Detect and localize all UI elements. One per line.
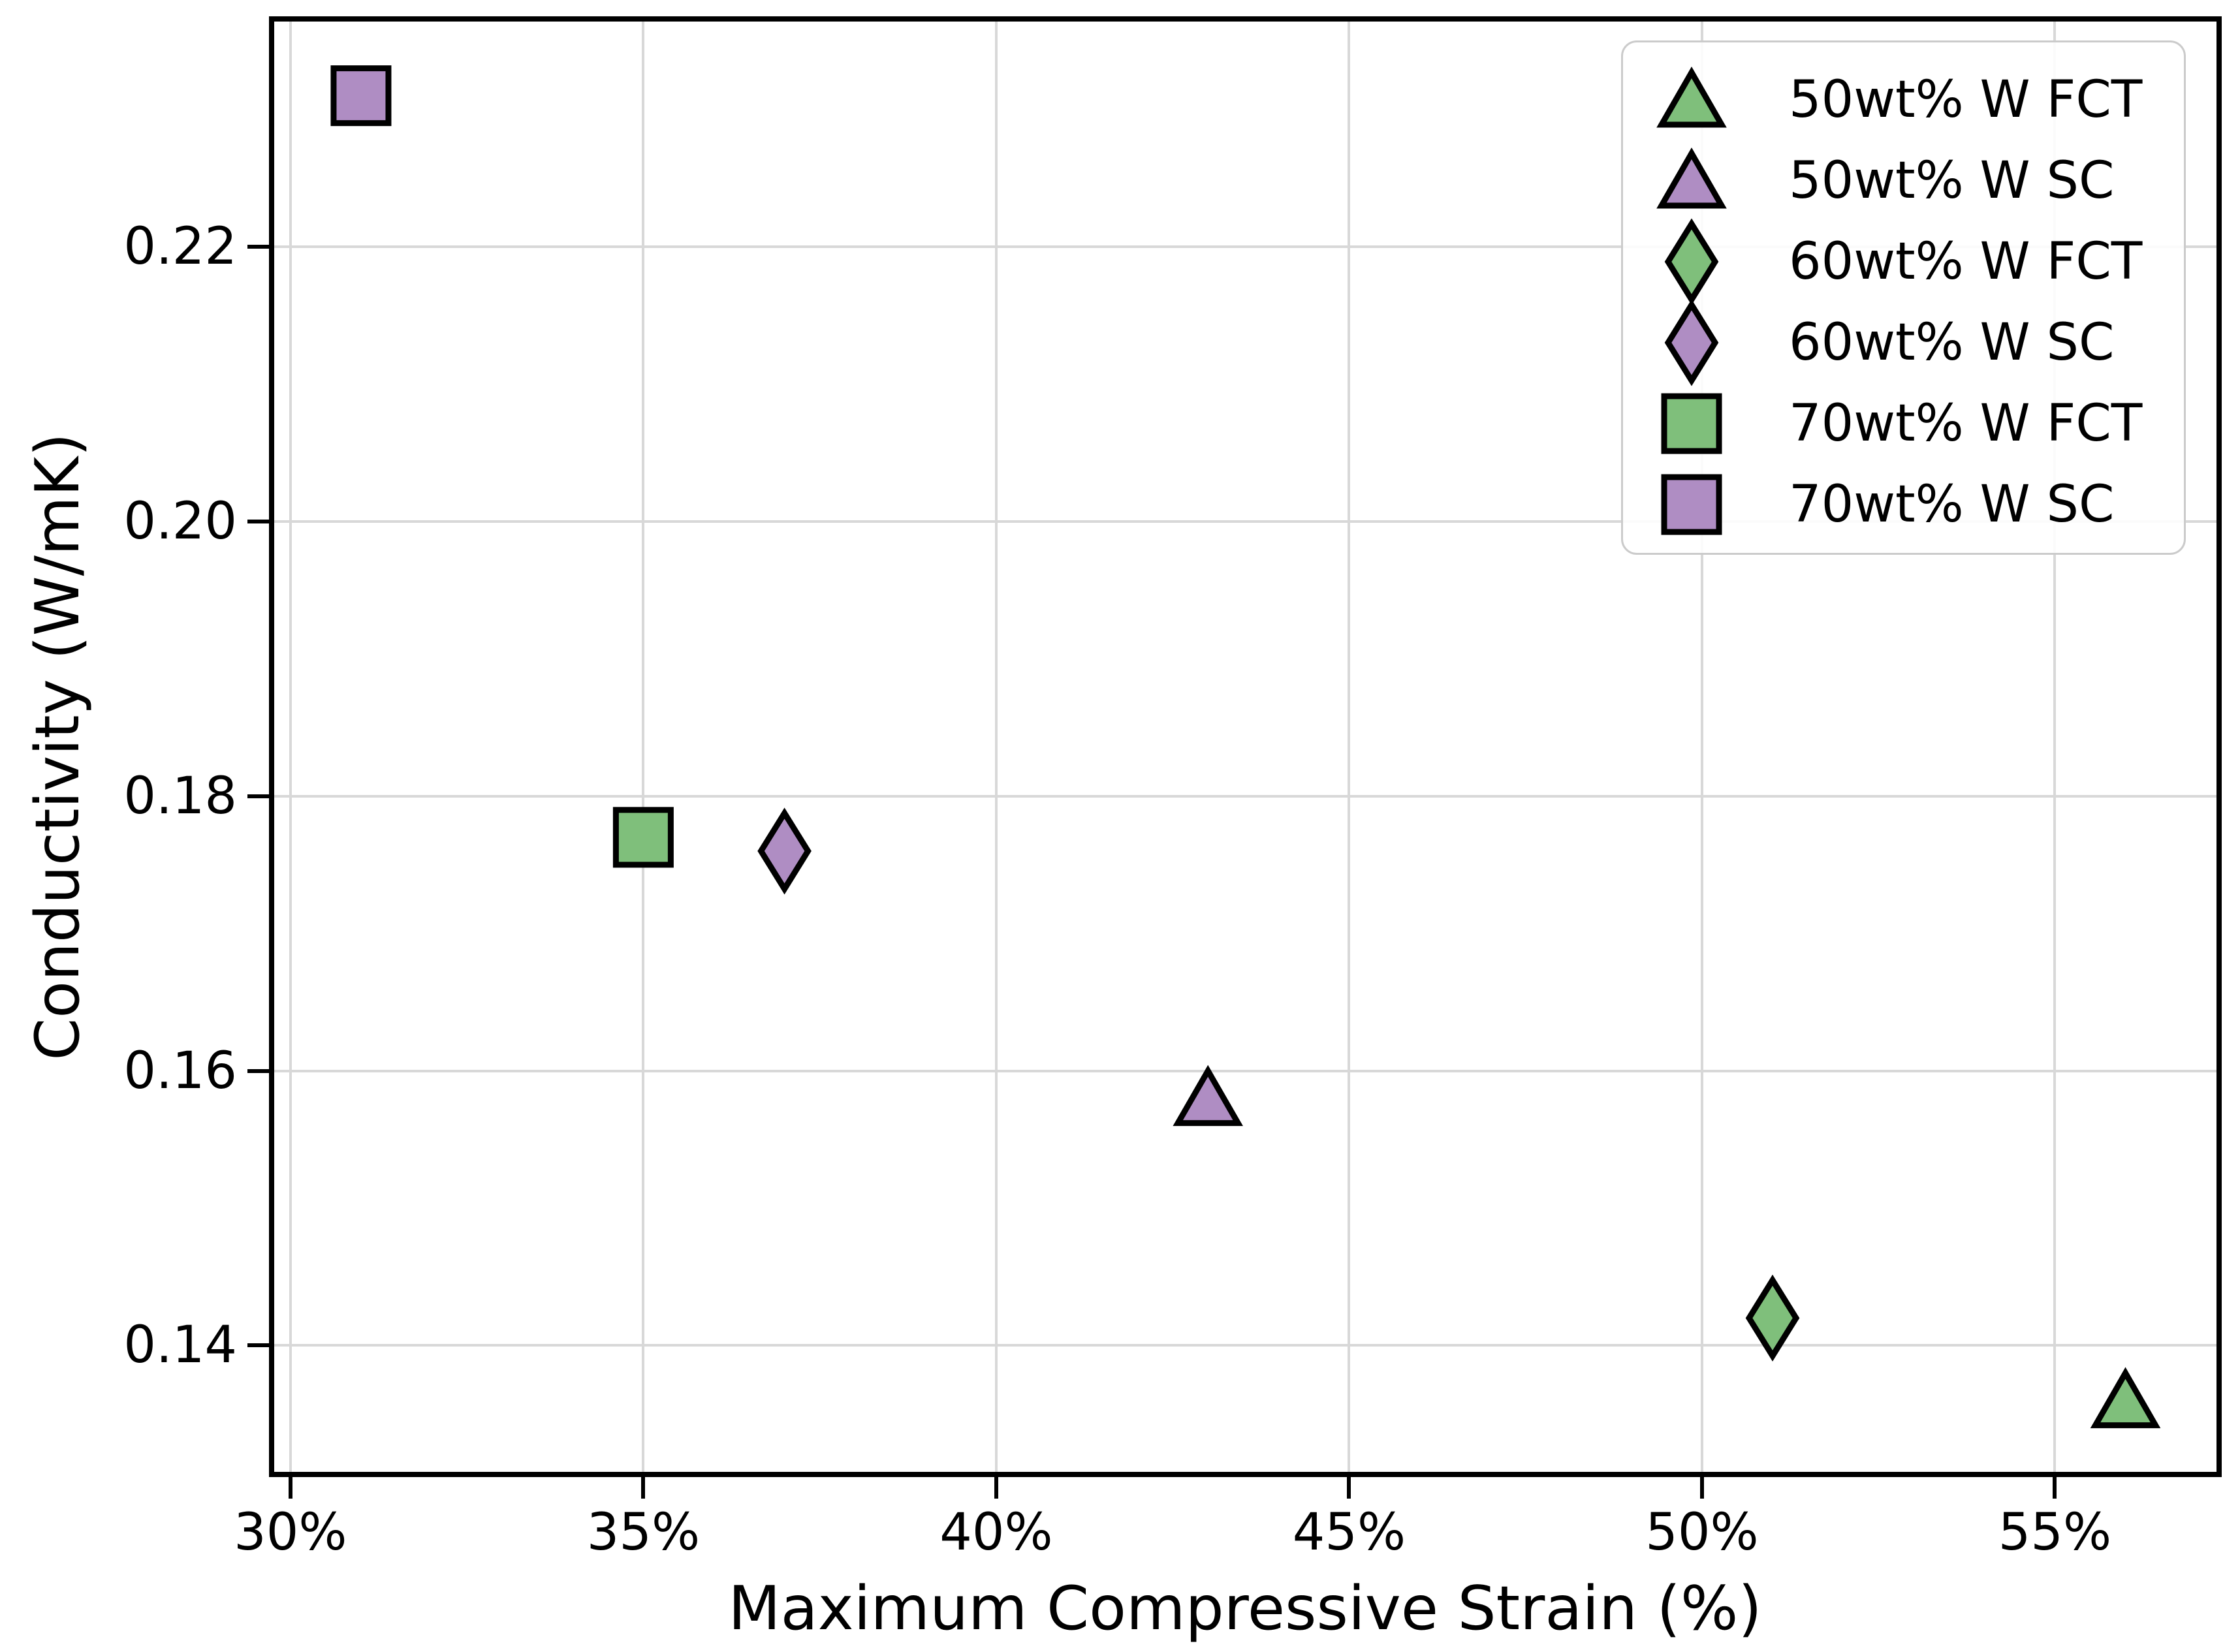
y-tick-label: 0.14 — [123, 1316, 237, 1375]
gridline-y-0.20 — [274, 520, 2216, 523]
legend-item: 50wt% W FCT — [1656, 59, 2184, 140]
gridline-x-30% — [289, 22, 292, 1472]
x-tick-mark — [1347, 1477, 1351, 1499]
gridline-x-40% — [994, 22, 998, 1472]
grid-layer — [274, 22, 2216, 1472]
gridline-x-35% — [642, 22, 645, 1472]
x-tick-mark — [2053, 1477, 2057, 1499]
gridline-x-50% — [1700, 22, 1703, 1472]
x-tick-label: 55% — [1998, 1503, 2112, 1562]
legend-item: 60wt% W FCT — [1656, 218, 2184, 305]
triangle-marker-icon — [1656, 140, 1727, 221]
y-tick-mark — [247, 1068, 269, 1073]
x-tick-label: 30% — [234, 1503, 347, 1562]
diamond-marker-icon — [1656, 218, 1727, 305]
x-tick-mark — [1699, 1477, 1704, 1499]
triangle-marker-icon — [1656, 59, 1727, 140]
legend-item-label: 70wt% W FCT — [1789, 394, 2143, 453]
x-tick-label: 50% — [1645, 1503, 1759, 1562]
y-tick-label: 0.16 — [123, 1041, 237, 1100]
x-tick-label: 45% — [1292, 1503, 1406, 1562]
data-point-marker — [2090, 1367, 2161, 1429]
square-marker-icon — [1656, 383, 1727, 464]
y-tick-mark — [247, 245, 269, 249]
legend-item: 60wt% W SC — [1656, 299, 2184, 386]
data-point-marker — [1745, 1274, 1800, 1362]
legend-item-label: 70wt% W SC — [1789, 475, 2115, 534]
data-point-marker — [757, 807, 812, 895]
gridline-y-0.14 — [274, 1344, 2216, 1347]
legend-item-label: 50wt% W SC — [1789, 151, 2115, 210]
legend: 50wt% W FCT 50wt% W SC 60wt% W FCT 60wt% W … — [1621, 40, 2186, 555]
y-tick-mark — [247, 794, 269, 798]
legend-item: 50wt% W SC — [1656, 140, 2184, 221]
legend-item-label: 50wt% W FCT — [1789, 70, 2143, 129]
legend-item: 70wt% W SC — [1656, 464, 2184, 545]
x-tick-label: 35% — [586, 1503, 701, 1562]
data-point-layer — [330, 65, 2161, 1429]
legend-item-label: 60wt% W SC — [1789, 313, 2115, 372]
gridline-y-0.16 — [274, 1069, 2216, 1072]
y-tick-mark — [247, 519, 269, 523]
x-tick-mark — [994, 1477, 998, 1499]
diamond-marker-icon — [1656, 299, 1727, 386]
x-axis-label: Maximum Compressive Strain (%) — [728, 1572, 1762, 1644]
data-point-marker — [1173, 1065, 1243, 1127]
legend-item: 70wt% W FCT — [1656, 383, 2184, 464]
gridline-y-0.18 — [274, 794, 2216, 798]
gridline-y-0.22 — [274, 245, 2216, 249]
y-axis-label: Conductivity (W/mK) — [22, 433, 93, 1061]
square-marker-icon — [1656, 464, 1727, 545]
gridline-x-55% — [2053, 22, 2057, 1472]
y-tick-label: 0.18 — [123, 766, 237, 826]
y-tick-mark — [247, 1343, 269, 1348]
data-point-marker — [330, 65, 392, 127]
data-point-marker — [612, 807, 674, 868]
y-tick-label: 0.22 — [123, 217, 237, 277]
gridline-x-45% — [1348, 22, 1351, 1472]
legend-item-label: 60wt% W FCT — [1789, 232, 2143, 291]
x-tick-mark — [641, 1477, 646, 1499]
x-tick-mark — [288, 1477, 292, 1499]
y-tick-label: 0.20 — [123, 491, 237, 551]
x-tick-label: 40% — [939, 1503, 1053, 1562]
